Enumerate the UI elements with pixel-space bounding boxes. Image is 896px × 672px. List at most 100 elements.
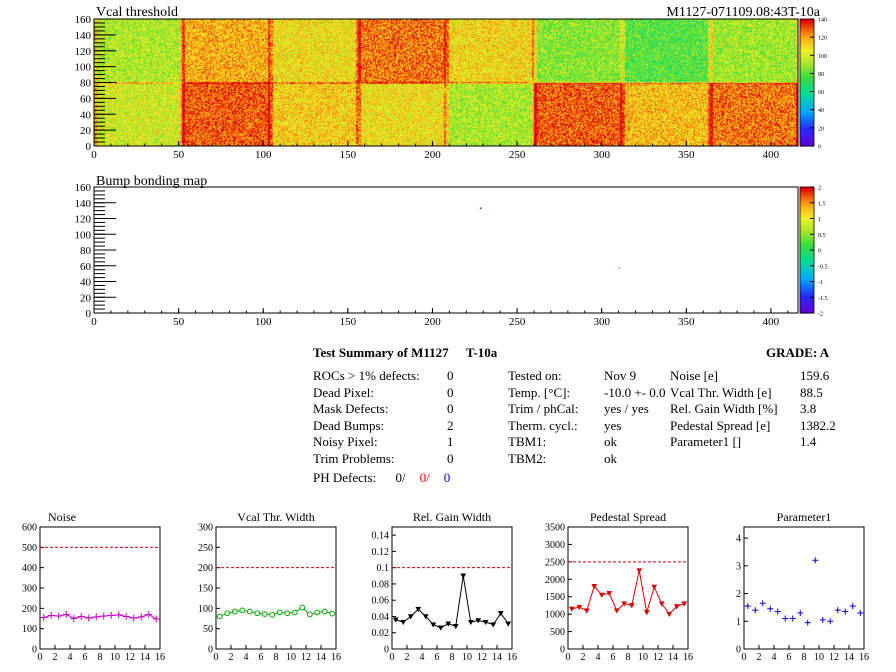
bump-y-tick-label: 80 [80,245,92,257]
bump-colorbar-cell [800,260,814,264]
vcal-colorbar-cell [800,46,814,51]
vcal-y-tick-label: 160 [75,14,92,26]
vcal-colorbar-cell [800,82,814,86]
vcal-x-tick-label: 400 [763,149,780,161]
data-point [231,608,238,615]
vcal-colorbar-cell [800,57,814,61]
bump-bonding-panel: Bump bonding map [0,170,896,330]
data-point [329,610,336,617]
data-point [100,612,108,620]
bump-colorbar-cell [800,197,814,201]
bump-z-tick-label: -0.5 [818,264,828,270]
data-point [107,611,115,619]
metric-row: Pedestal Spread [e] 1382.2 [670,418,860,434]
test-summary: Test Summary of M1127 T-10a GRADE: A ROC… [0,340,896,490]
bump-colorbar-cell [800,222,814,226]
metric-value: 88.5 [800,384,823,400]
data-point [445,621,452,627]
vcal-colorbar-cell [800,133,814,137]
metric-label: Parameter1 [] [670,434,742,450]
summary-x-tick-label: 14 [844,652,854,663]
ph-defect-value: 0/ [419,470,430,485]
bump-colorbar-cell [800,227,814,231]
grade-label: GRADE: A [766,345,830,360]
summary-x-tick-label: 8 [450,652,455,663]
summary-x-tick-label: 10 [638,652,648,663]
data-point [284,610,291,617]
bump-colorbar-cell [800,270,814,274]
bump-y-tick-label: 60 [80,261,92,273]
vcal-y-tick-label: 20 [80,125,92,137]
metric-label: Noise [e] [670,368,719,383]
vcal-colorbar-cell [800,138,814,142]
vcal-y-tick-label: 80 [80,78,92,90]
vcal-colorbar-cell [800,26,814,30]
summary-y-tick-label: 250 [198,543,213,554]
data-point [467,619,474,626]
summary-y-tick-label: 0 [560,645,565,656]
vcal-z-tick-label: 80 [818,72,824,78]
vcal-colorbar-cell [800,107,814,112]
condition-value: Nov 9 [604,368,637,383]
vcal-x-tick-label: 100 [255,149,272,161]
summary-x-tick-label: 0 [566,652,571,663]
data-point [673,604,680,610]
vcal-x-tick-label: 200 [424,149,441,161]
defect-value: 1 [447,434,454,450]
bump-x-tick-label: 350 [678,316,695,328]
data-point [482,619,489,626]
data-point [62,610,70,618]
summary-x-tick-label: 14 [140,652,150,663]
defect-label: Dead Pixel: [313,384,375,400]
vcal-colorbar-cell [800,90,814,94]
defect-label: Dead Bumps: [313,417,385,433]
bump-y-tick-label: 0 [86,308,92,320]
bump-colorbar-cell [800,217,814,221]
ph-defects-row: PH Defects: 0/0/0 [313,470,450,486]
defect-label: ROCs > 1% defects: [313,368,420,383]
condition-row: Trim / phCal: yes / yes [508,401,674,417]
data-point [819,616,826,623]
data-point [122,612,130,620]
data-point [291,609,298,616]
vcal-colorbar-cell [800,69,814,73]
bump-colorbar-cell [800,214,814,218]
data-point [744,603,751,610]
defect-label: Mask Defects: [313,401,389,417]
metric-row: Rel. Gain Width [%] 3.8 [670,401,860,417]
vcal-colorbar-cell [800,118,814,122]
summary-y-tick-label: 2000 [545,575,565,586]
summary-y-tick-label: 0.12 [372,547,390,558]
vcal-z-tick-label: 20 [818,126,824,132]
data-point [497,610,504,617]
data-point [299,604,306,611]
condition-value: yes [604,417,622,433]
vcal-colorbar-cell [800,112,814,117]
summary-chart-title: Parameter1 [777,510,832,524]
summary-x-tick-label: 0 [38,652,43,663]
vcal-z-tick-label: 120 [818,36,827,42]
bump-colorbar-cell [800,292,814,296]
bump-colorbar-cell [800,187,814,191]
bump-x-tick-label: 200 [424,316,441,328]
metric-row: Parameter1 [] 1.4 [670,434,860,450]
bump-z-tick-label: 0.5 [818,233,826,239]
data-point [774,608,781,615]
bump-colorbar-cell [800,285,814,289]
condition-row: Therm. cycl.: yes [508,418,674,434]
bump-colorbar-cell [800,189,814,193]
summary-x-tick-label: 12 [477,652,487,663]
data-point [759,600,766,607]
summary-y-tick-label: 0.06 [372,596,390,607]
summary-chart-frame [391,526,513,650]
data-point [254,610,261,617]
vcal-y-tick-label: 120 [75,46,92,58]
vcal-colorbar-cell [800,59,814,63]
summary-chart-frame [567,526,689,650]
summary-y-tick-label: 1 [736,617,741,628]
data-point [857,609,864,616]
condition-row: TBM2: ok [508,451,674,467]
data-point [621,601,628,607]
data-point [40,613,48,621]
vcal-colorbar-cell [800,140,814,145]
